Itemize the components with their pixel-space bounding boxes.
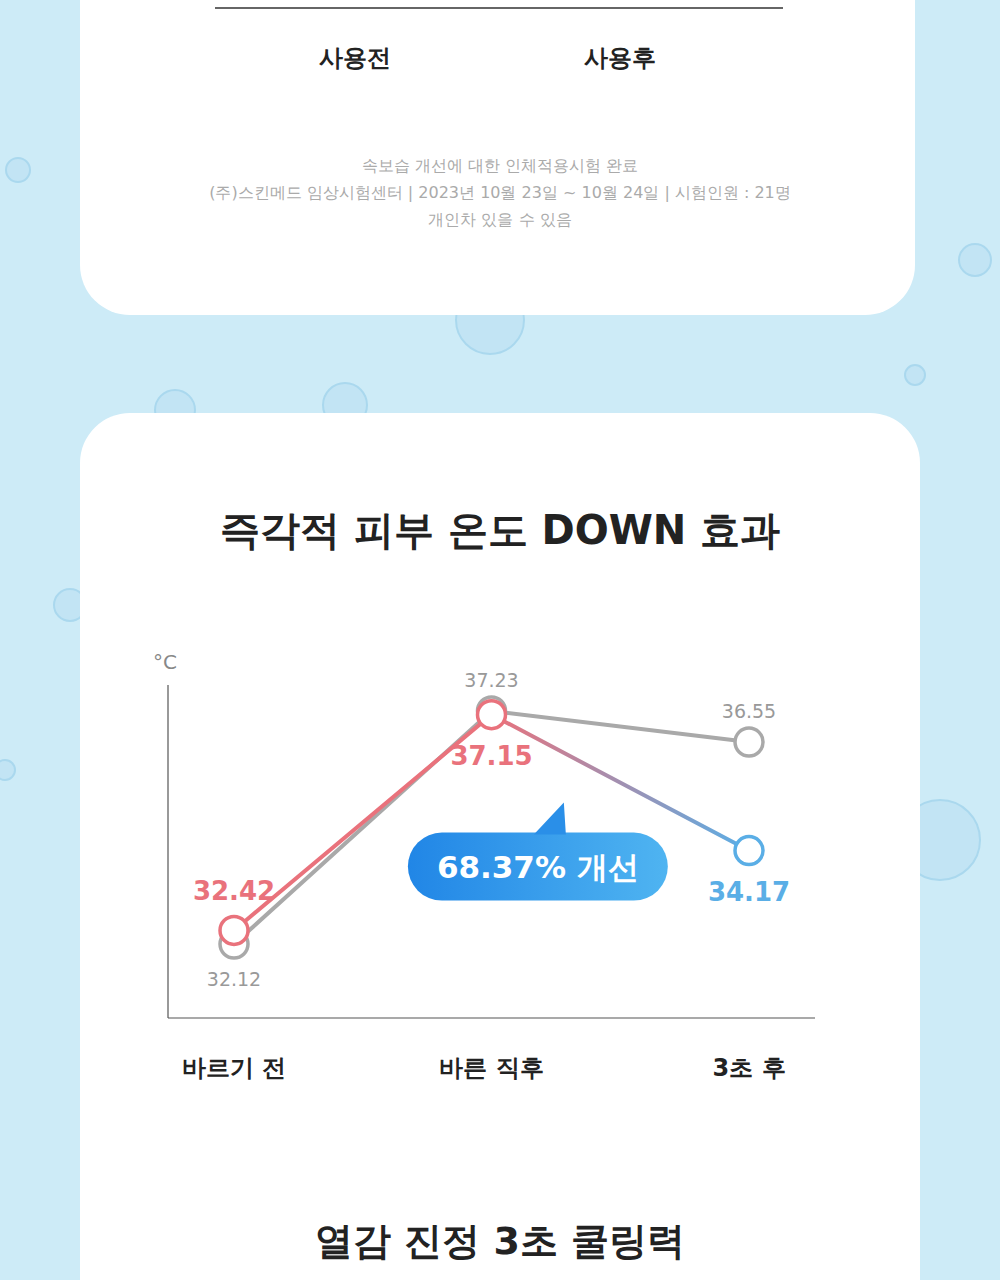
annotation: 68.37% 개선 — [408, 803, 668, 901]
chart-card — [80, 413, 920, 1280]
bubble — [959, 244, 991, 276]
next-section-title: 열감 진정 3초 쿨링력 — [315, 1219, 685, 1263]
footnote: (주)스킨메드 임상시험센터 | 2023년 10월 23일 ~ 10월 24일… — [209, 183, 791, 202]
point-marker — [220, 916, 248, 944]
page: 사용전 사용후속보습 개선에 대한 인체적용시험 완료 (주)스킨메드 임상시험센터… — [0, 0, 1000, 1280]
data-label: 36.55 — [722, 700, 776, 722]
annotation-tail — [534, 803, 566, 835]
divider — [215, 7, 783, 9]
x-tick-label: 3초 후 — [712, 1054, 785, 1082]
point-marker — [735, 837, 763, 865]
data-label: 32.12 — [207, 968, 261, 990]
point-marker — [735, 728, 763, 756]
top-card — [80, 0, 915, 315]
footnote: 속보습 개선에 대한 인체적용시험 완료 — [362, 156, 638, 175]
bubble — [6, 158, 30, 182]
series-line — [234, 715, 749, 931]
chart-title: 즉각적 피부 온도 DOWN 효과 — [220, 507, 781, 553]
plot-area — [220, 697, 763, 958]
annotation-text: 68.37% 개선 — [437, 849, 639, 885]
x-tick-label: 바른 직후 — [439, 1054, 543, 1082]
point-marker — [478, 701, 506, 729]
x-axis — [168, 1017, 815, 1018]
series-line — [234, 711, 749, 944]
data-label: 32.42 — [193, 876, 275, 906]
bubble — [905, 365, 925, 385]
footnote: 개인차 있을 수 있음 — [428, 210, 571, 229]
y-axis-label: °C — [153, 650, 177, 674]
data-label: 37.15 — [450, 741, 532, 771]
x-tick-label: 바르기 전 — [182, 1054, 286, 1082]
bubble — [0, 760, 15, 780]
y-axis — [167, 685, 168, 1018]
before-after-label: 사용전 — [319, 44, 391, 72]
before-after-label: 사용후 — [584, 44, 656, 72]
data-label: 37.23 — [464, 669, 518, 691]
annotation-box — [408, 833, 668, 901]
data-label: 34.17 — [708, 877, 790, 907]
